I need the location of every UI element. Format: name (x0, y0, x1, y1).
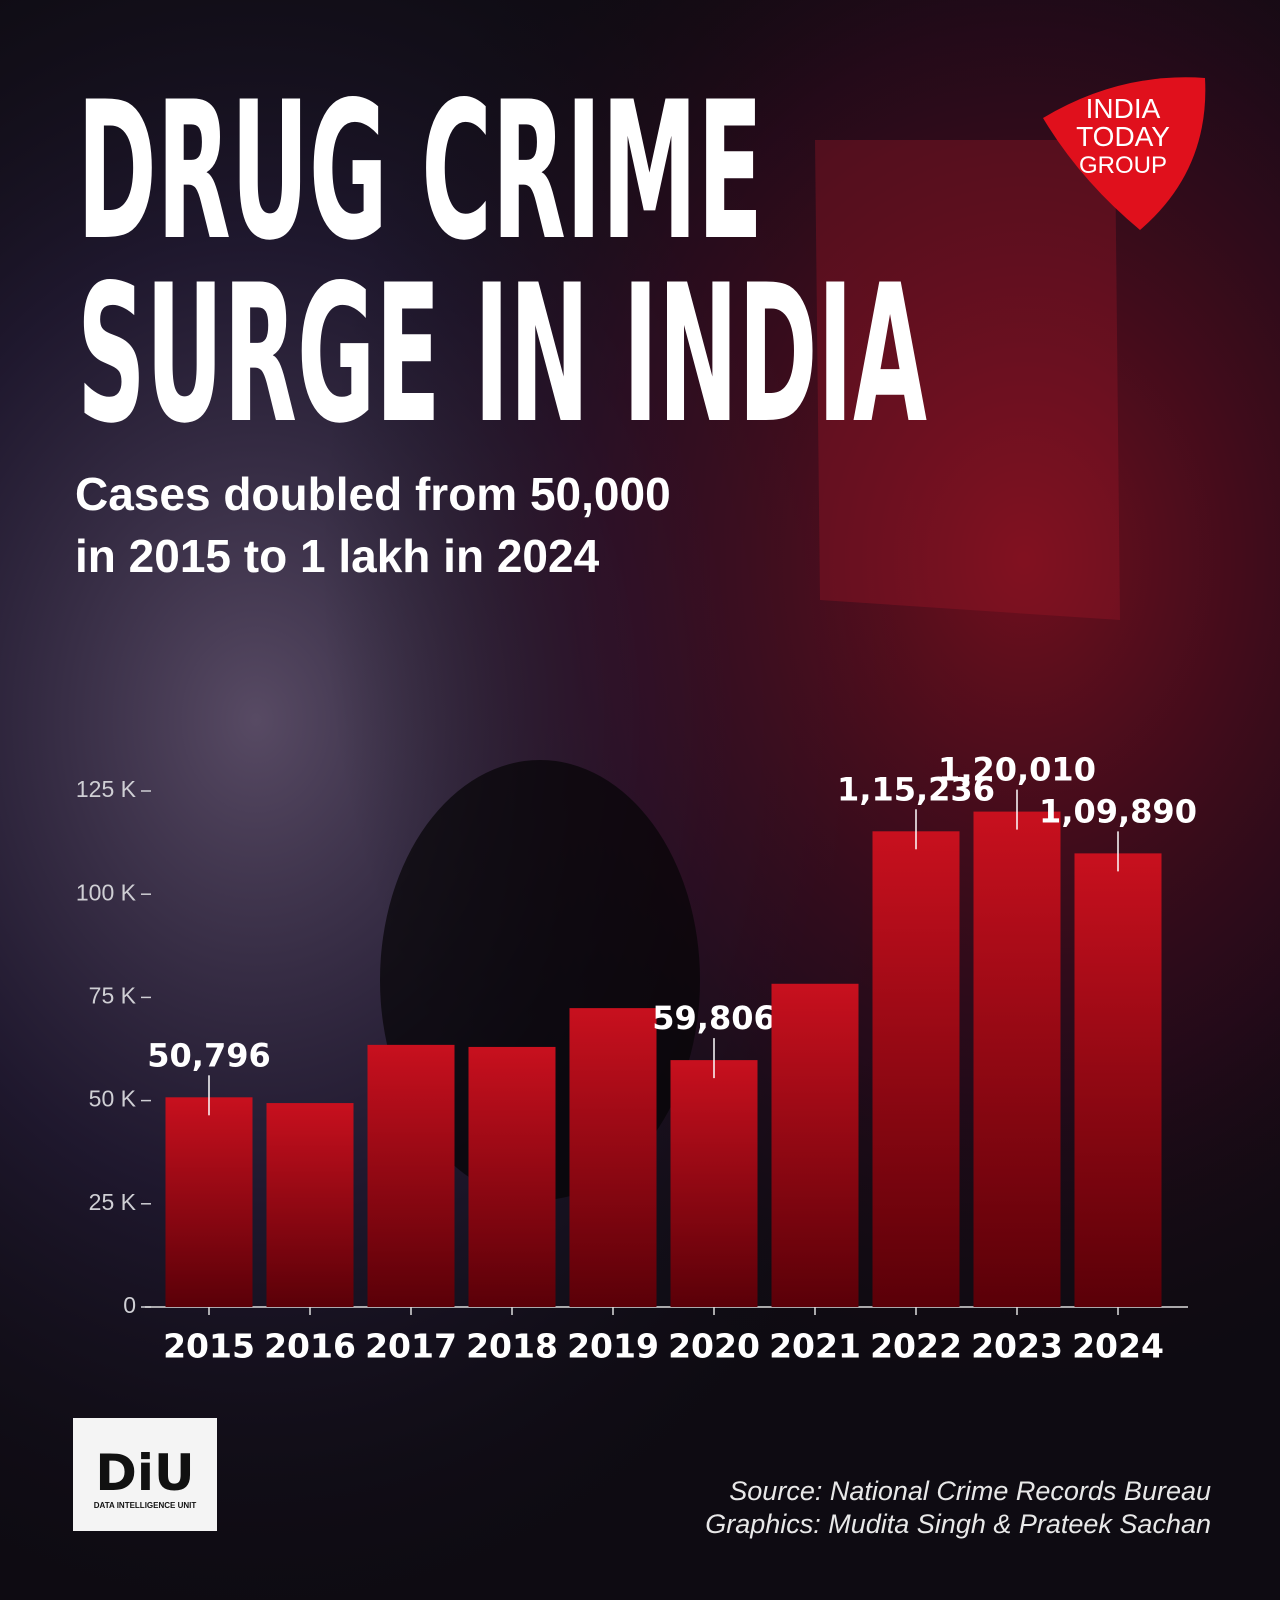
x-tick-label: 2019 (567, 1327, 659, 1366)
x-tick-label: 2021 (769, 1327, 861, 1366)
unit-logo-full: DATA INTELLIGENCE UNIT (94, 1501, 197, 1510)
bar (569, 1008, 657, 1307)
title: SURGE IN INDIA (77, 244, 927, 465)
bar (165, 1097, 253, 1307)
x-tick-label: 2016 (264, 1327, 356, 1366)
source: Source: National Crime Records Bureau (729, 1476, 1211, 1506)
x-tick-label: 2015 (163, 1327, 255, 1366)
y-tick-label: 50 K (89, 1086, 137, 1112)
x-tick-label: 2023 (971, 1327, 1063, 1366)
x-tick-label: 2020 (668, 1327, 760, 1366)
value-label: 1,20,010 (938, 751, 1096, 789)
bar (1074, 853, 1162, 1307)
bar (468, 1046, 556, 1307)
logo-text: INDIA (1086, 93, 1161, 124)
y-tick-label: 75 K (89, 982, 137, 1008)
bar (771, 983, 859, 1307)
bag-illustration (815, 140, 1120, 620)
logo-shape (1043, 77, 1206, 230)
value-label: 50,796 (147, 1036, 270, 1074)
bar (266, 1103, 354, 1307)
bar (973, 811, 1061, 1307)
value-label: 1,09,890 (1039, 792, 1197, 830)
x-tick-label: 2024 (1072, 1327, 1164, 1366)
value-label: 59,806 (652, 999, 775, 1037)
unit-logo-box (73, 1418, 217, 1531)
title: DRUG CRIME (77, 61, 763, 282)
bar (872, 831, 960, 1307)
y-tick-label: 25 K (89, 1189, 137, 1215)
unit-logo-name: DiU (95, 1444, 194, 1502)
y-tick-label: 100 K (76, 879, 137, 905)
x-tick-label: 2017 (365, 1327, 457, 1366)
value-label: 1,15,236 (837, 770, 995, 808)
y-tick-label: 125 K (76, 776, 137, 802)
credit: Graphics: Mudita Singh & Prateek Sachan (705, 1509, 1211, 1539)
y-tick-label: 0 (123, 1292, 136, 1318)
x-tick-label: 2022 (870, 1327, 962, 1366)
logo-text: TODAY (1076, 121, 1170, 152)
bar (670, 1060, 758, 1307)
x-tick-label: 2018 (466, 1327, 558, 1366)
logo-text: GROUP (1079, 152, 1167, 179)
subtitle: in 2015 to 1 lakh in 2024 (75, 530, 600, 582)
subtitle: Cases doubled from 50,000 (75, 468, 671, 520)
bar (367, 1044, 455, 1307)
